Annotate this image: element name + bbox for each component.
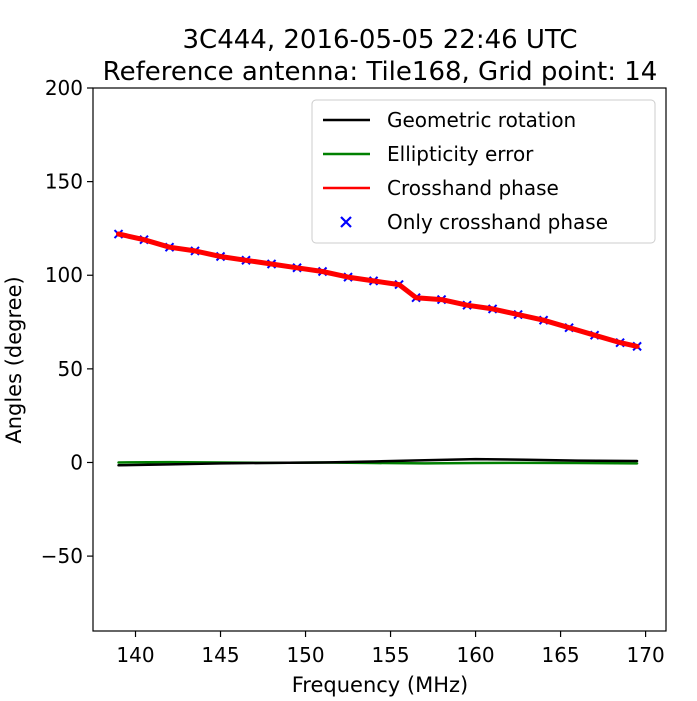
y-tick-label: 50 — [58, 357, 83, 381]
legend: Geometric rotation Ellipticity error Cross… — [311, 99, 656, 244]
legend-label: Ellipticity error — [387, 142, 534, 166]
legend-item-geometric-rotation: Geometric rotation — [323, 108, 576, 132]
legend-item-ellipticity-error: Ellipticity error — [323, 142, 534, 166]
x-axis-ticks: 140 145 150 155 160 165 170 — [116, 631, 665, 667]
legend-label: Only crosshand phase — [387, 210, 608, 234]
series-line-crosshand-phase — [116, 231, 640, 349]
x-tick-label: 140 — [116, 643, 154, 667]
legend-swatch — [340, 216, 352, 228]
series-line-ellipticity-error — [117, 460, 639, 465]
legend-item-only-crosshand-phase: Only crosshand phase — [340, 210, 608, 234]
y-tick-label: 100 — [45, 263, 83, 287]
chart-title: 3C444, 2016-05-05 22:46 UTC — [183, 25, 578, 55]
y-axis-ticks: −50 0 50 100 150 200 — [41, 76, 93, 568]
legend-label: Crosshand phase — [387, 176, 559, 200]
x-tick-label: 145 — [201, 643, 239, 667]
y-axis-label: Angles (degree) — [2, 276, 26, 443]
x-tick-label: 165 — [541, 643, 579, 667]
x-axis-label: Frequency (MHz) — [292, 673, 468, 697]
series-line-geometric-rotation — [117, 457, 639, 467]
plot-area-frame — [92, 87, 667, 632]
x-tick-label: 150 — [286, 643, 324, 667]
series-markers-only-crosshand-phase — [113, 229, 642, 352]
x-tick-label: 155 — [371, 643, 409, 667]
y-tick-label: −50 — [41, 544, 83, 568]
x-tick-label: 170 — [627, 643, 665, 667]
y-tick-label: 0 — [70, 450, 83, 474]
legend-box — [311, 99, 656, 244]
y-tick-label: 200 — [45, 76, 83, 100]
legend-label: Geometric rotation — [387, 108, 576, 132]
x-tick-label: 160 — [456, 643, 494, 667]
y-tick-label: 150 — [45, 170, 83, 194]
legend-item-crosshand-phase: Crosshand phase — [323, 176, 559, 200]
series-layer — [113, 229, 642, 467]
chart-subtitle: Reference antenna: Tile168, Grid point: … — [103, 57, 658, 87]
